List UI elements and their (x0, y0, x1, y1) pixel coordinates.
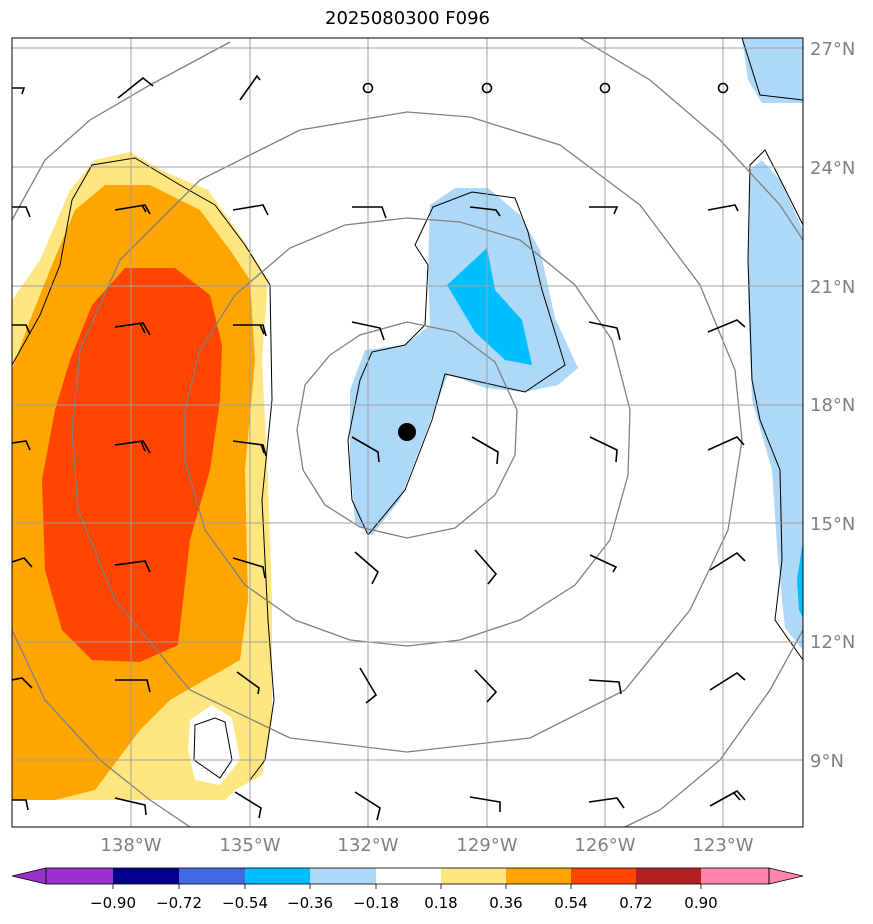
lat-tick-labels: 27°N 24°N 21°N 18°N 15°N 12°N 9°N (810, 39, 855, 772)
lon-label: 129°W (456, 835, 517, 856)
lat-label: 21°N (810, 277, 855, 298)
colorbar-tick-label: −0.18 (353, 894, 399, 912)
colorbar-bin (310, 868, 376, 884)
colorbar: −0.90 −0.72 −0.54 −0.36 −0.18 0.18 0.36 … (11, 867, 804, 912)
colorbar-tick-label: 0.36 (489, 894, 522, 912)
lat-label: 27°N (810, 39, 855, 60)
colorbar-tick-label: −0.90 (90, 894, 136, 912)
contour-lines (12, 38, 803, 781)
colorbar-bin (376, 868, 441, 884)
map-title: 2025080300 F096 (325, 8, 490, 29)
colorbar-bin (179, 868, 245, 884)
colorbar-tick-label: 0.54 (554, 894, 587, 912)
colorbar-bin (46, 868, 113, 884)
radius-circles (12, 38, 803, 827)
lon-label: 135°W (219, 835, 280, 856)
colorbar-bin (113, 868, 179, 884)
colorbar-tick-label: 0.90 (684, 894, 717, 912)
storm-center-marker (398, 423, 416, 441)
shading-negative-018-core (350, 188, 578, 535)
lon-tick-labels: 138°W 135°W 132°W 129°W 126°W 123°W (100, 835, 753, 856)
colorbar-tick-label: −0.54 (222, 894, 268, 912)
lat-label: 18°N (810, 395, 855, 416)
shading-negative-036-core (447, 248, 532, 365)
colorbar-extend-right (768, 867, 804, 885)
lon-label: 138°W (100, 835, 161, 856)
map-area (12, 38, 803, 827)
gridlines (12, 38, 803, 827)
wind-barbs (12, 74, 746, 821)
colorbar-extend-left (11, 867, 47, 885)
lon-label: 126°W (574, 835, 635, 856)
colorbar-tick-label: −0.36 (287, 894, 333, 912)
lat-label: 24°N (810, 158, 855, 179)
shading-negative-036-east (797, 540, 803, 618)
colorbar-tick-label: 0.72 (619, 894, 652, 912)
colorbar-bin (245, 868, 310, 884)
lon-label: 123°W (692, 835, 753, 856)
colorbar-bin (441, 868, 506, 884)
colorbar-tick-label: 0.18 (424, 894, 457, 912)
colorbar-bin (506, 868, 571, 884)
colorbar-bin (571, 868, 636, 884)
colorbar-bin (636, 868, 701, 884)
colorbar-tick-label: −0.72 (156, 894, 202, 912)
colorbar-bin (701, 868, 769, 884)
lon-label: 132°W (337, 835, 398, 856)
lat-label: 12°N (810, 632, 855, 653)
shading-positive-072 (42, 268, 222, 662)
map-frame (11, 37, 804, 828)
lat-label: 15°N (810, 514, 855, 535)
lat-label: 9°N (810, 751, 844, 772)
